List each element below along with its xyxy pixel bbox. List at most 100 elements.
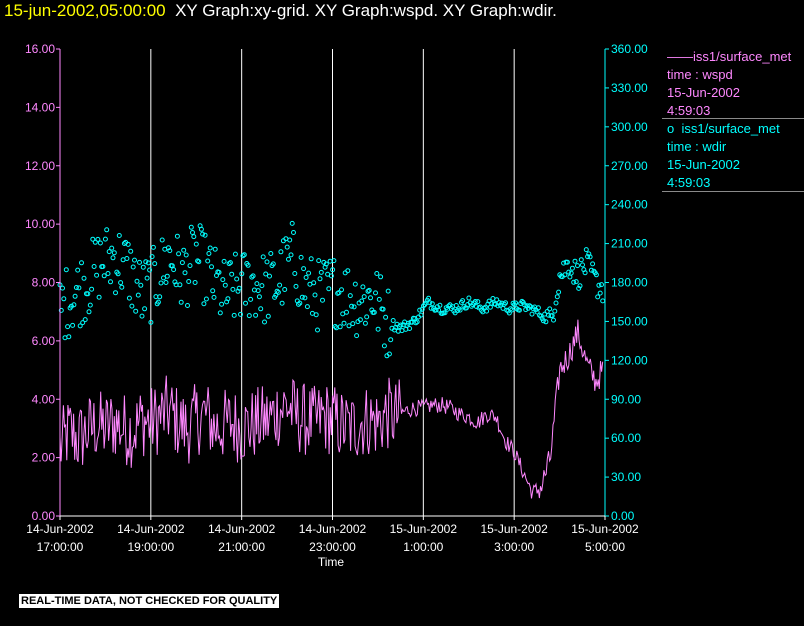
wdir-marker — [385, 288, 391, 294]
x-tick-date: 14-Jun-2002 — [299, 522, 367, 536]
x-tick-time: 21:00:00 — [218, 540, 265, 554]
wdir-marker — [590, 261, 596, 267]
wdir-marker — [388, 337, 394, 343]
wdir-marker — [60, 285, 65, 291]
wdir-marker — [202, 232, 208, 238]
wdir-marker — [554, 294, 560, 300]
wdir-marker — [368, 295, 373, 301]
wdir-marker — [174, 233, 180, 239]
wdir-marker — [65, 324, 71, 330]
wdir-marker — [407, 326, 413, 331]
wdir-marker — [212, 246, 218, 252]
wdir-marker — [85, 291, 91, 297]
wdir-marker — [578, 257, 584, 263]
wdir-marker — [342, 270, 348, 276]
wdir-marker — [58, 307, 64, 313]
wdir-marker — [81, 275, 87, 281]
wdir-marker — [75, 267, 81, 273]
wdir-marker — [373, 290, 378, 296]
wdir-marker — [220, 277, 226, 283]
wdir-marker — [522, 302, 527, 308]
wdir-marker — [187, 263, 193, 269]
wdir-marker — [235, 288, 241, 294]
wdir-marker — [582, 270, 588, 276]
x-tick-time: 5:00:00 — [585, 540, 625, 554]
wdir-marker — [374, 271, 380, 276]
wdir-marker — [352, 281, 358, 287]
wdir-marker — [230, 286, 236, 292]
legend-wspd-time: 4:59:03 — [667, 103, 711, 118]
wdir-marker — [457, 307, 463, 313]
wdir-marker — [263, 271, 269, 277]
wdir-marker — [299, 294, 305, 300]
wdir-marker — [339, 287, 344, 293]
wdir-marker — [540, 318, 546, 324]
wdir-marker — [484, 308, 490, 314]
x-tick-time: 1:00:00 — [403, 540, 443, 554]
legend-wspd-date: 15-Jun-2002 — [667, 85, 740, 100]
wdir-marker — [274, 288, 280, 294]
wdir-marker — [529, 311, 535, 317]
wdir-marker — [80, 320, 86, 326]
wdir-marker — [221, 258, 227, 264]
wdir-marker — [231, 312, 237, 318]
x-tick-time: 17:00:00 — [37, 540, 84, 554]
wdir-marker — [437, 302, 443, 308]
wdir-marker — [436, 307, 442, 313]
wdir-marker — [182, 270, 188, 276]
y-left-tick-label: 16.00 — [25, 42, 55, 56]
wdir-marker — [126, 295, 132, 301]
wdir-marker — [364, 314, 370, 320]
wdir-marker — [259, 283, 265, 289]
wdir-marker — [258, 306, 264, 312]
wdir-marker — [556, 289, 562, 295]
legend-wspd-detail: time : wspd — [667, 67, 733, 82]
wdir-marker — [158, 280, 164, 286]
wdir-marker — [312, 292, 318, 298]
wdir-marker — [336, 290, 342, 296]
wdir-marker — [216, 269, 222, 275]
legend-wspd-name: iss1/surface_met — [693, 49, 792, 64]
legend-wdir-time: 4:59:03 — [667, 175, 711, 190]
wdir-marker — [552, 308, 558, 314]
wdir-marker — [132, 257, 137, 263]
wdir-marker — [390, 318, 396, 323]
wdir-marker — [383, 314, 389, 320]
wdir-marker — [304, 304, 310, 310]
wdir-marker — [211, 294, 217, 300]
wdir-marker — [139, 313, 145, 319]
wdir-marker — [347, 293, 353, 299]
wdir-marker — [516, 307, 522, 313]
wdir-marker — [95, 236, 101, 242]
x-tick-date: 14-Jun-2002 — [208, 522, 276, 536]
wdir-marker — [278, 249, 284, 255]
title-timestamp: 15-jun-2002,05:00:00 — [4, 1, 166, 20]
wdir-marker — [380, 306, 386, 312]
legend-wdir-marker: o — [667, 121, 675, 136]
wdir-marker — [260, 254, 266, 260]
wdir-marker — [245, 262, 251, 268]
legend-divider — [662, 118, 804, 119]
wdir-marker — [217, 310, 223, 316]
wdir-marker — [583, 247, 589, 253]
y-right-tick-label: 270.00 — [611, 159, 648, 173]
wdir-marker — [296, 301, 301, 307]
wdir-marker — [229, 271, 235, 277]
wdir-marker — [100, 264, 106, 269]
wdir-marker — [288, 252, 294, 258]
wdir-marker — [86, 309, 92, 315]
wdir-marker — [351, 304, 357, 310]
wdir-marker — [137, 259, 142, 265]
wdir-marker — [359, 298, 365, 304]
wdir-marker — [262, 319, 267, 325]
wdir-marker — [144, 275, 150, 281]
wdir-marker — [568, 270, 574, 276]
wdir-marker — [564, 259, 570, 265]
wdir-marker — [575, 263, 580, 269]
wdir-marker — [292, 271, 298, 276]
wdir-marker — [200, 231, 206, 237]
wdir-marker — [101, 273, 107, 279]
legend-wspd-line-marker: —— — [667, 49, 693, 64]
wdir-marker — [376, 296, 382, 302]
